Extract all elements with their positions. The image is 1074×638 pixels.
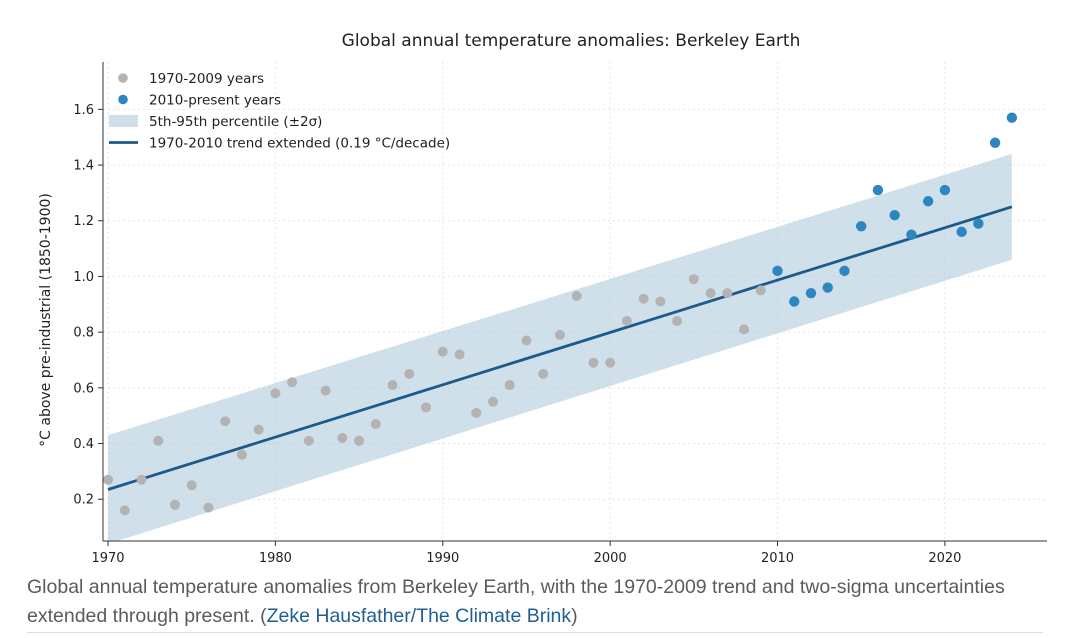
point-1970-2009 — [538, 368, 549, 379]
y-tick-label: 0.8 — [73, 326, 94, 341]
x-tick-label: 2010 — [761, 551, 794, 566]
chart-title: Global annual temperature anomalies: Ber… — [342, 31, 801, 51]
point-1970-2009 — [437, 346, 448, 357]
legend: 1970-2009 years 2010-present years 5th-95t… — [109, 71, 450, 152]
y-tick-label: 0.6 — [73, 381, 94, 396]
point-1970-2009 — [103, 474, 114, 485]
point-2010-present — [839, 265, 850, 277]
point-1970-2009 — [722, 288, 733, 299]
point-1970-2009 — [571, 290, 582, 301]
point-1970-2009 — [153, 435, 164, 446]
point-1970-2009 — [186, 480, 197, 491]
point-1970-2009 — [136, 474, 147, 485]
point-1970-2009 — [755, 285, 766, 296]
point-1970-2009 — [354, 435, 365, 446]
point-2010-present — [973, 218, 984, 229]
point-1970-2009 — [287, 377, 298, 388]
caption-end: ) — [571, 605, 578, 627]
point-1970-2009 — [554, 329, 565, 340]
y-axis-label: °C above pre-industrial (1850-1900) — [38, 193, 54, 447]
point-1970-2009 — [621, 315, 632, 326]
point-1970-2009 — [387, 380, 398, 391]
trend-line — [107, 205, 1013, 491]
y-tick-label: 1.2 — [73, 214, 94, 229]
point-2010-present — [889, 209, 900, 221]
point-2010-present — [789, 296, 800, 307]
x-tick-label: 1970 — [91, 551, 124, 566]
point-1970-2009 — [638, 293, 649, 304]
point-1970-2009 — [655, 296, 666, 307]
point-2010-present — [956, 226, 967, 238]
legend-marker — [118, 94, 128, 105]
point-1970-2009 — [203, 502, 214, 513]
caption-text: Global annual temperature anomalies from… — [27, 576, 1005, 627]
x-tick-label: 1990 — [426, 551, 459, 566]
point-1970-2009 — [454, 349, 465, 360]
point-2010-present — [939, 184, 951, 196]
y-tick-label: 0.2 — [73, 493, 94, 508]
point-1970-2009 — [303, 435, 314, 446]
caption-divider — [27, 632, 1043, 633]
x-tick-label: 2000 — [594, 551, 627, 566]
point-1970-2009 — [739, 324, 750, 335]
legend-marker — [118, 73, 128, 83]
y-tick-label: 1.0 — [73, 270, 94, 285]
point-1970-2009 — [119, 505, 130, 516]
point-2010-present — [856, 221, 867, 232]
point-1970-2009 — [404, 368, 415, 379]
legend-label: 1970-2009 years — [149, 71, 264, 87]
point-2010-present — [772, 265, 783, 277]
y-tick-label: 0.4 — [73, 437, 94, 452]
point-1970-2009 — [504, 380, 515, 391]
y-tick-label: 1.4 — [73, 159, 94, 174]
point-1970-2009 — [236, 449, 247, 460]
axes-layer: 1970 1980 1990 2000 2010 2020 0.2 0.4 0.6 0.8 1.0 1… — [73, 62, 1047, 566]
point-2010-present — [805, 287, 817, 299]
caption-credit-link[interactable]: Zeke Hausfather/The Climate Brink — [266, 605, 572, 627]
data-points-layer — [103, 112, 1018, 516]
point-1970-2009 — [521, 335, 532, 346]
point-1970-2009 — [588, 357, 599, 368]
point-1970-2009 — [337, 432, 348, 443]
point-1970-2009 — [169, 499, 180, 510]
x-tick-label: 1980 — [259, 551, 292, 566]
point-1970-2009 — [320, 385, 331, 396]
x-tick-label: 2020 — [928, 551, 961, 566]
point-1970-2009 — [688, 274, 699, 285]
point-1970-2009 — [605, 357, 616, 368]
point-1970-2009 — [370, 419, 381, 430]
point-1970-2009 — [253, 424, 264, 435]
point-1970-2009 — [421, 402, 432, 413]
point-2010-present — [989, 137, 1001, 148]
y-tick-label: 1.6 — [73, 103, 94, 118]
figure-caption: Global annual temperature anomalies from… — [27, 573, 1037, 631]
legend-band-swatch — [109, 115, 138, 127]
point-2010-present — [1006, 112, 1018, 123]
point-2010-present — [822, 282, 833, 293]
legend-label: 2010-present years — [149, 93, 281, 109]
trend-line-layer — [107, 205, 1013, 491]
point-1970-2009 — [705, 288, 716, 299]
point-1970-2009 — [487, 396, 498, 407]
temperature-chart: Global annual temperature anomalies: Ber… — [38, 31, 1047, 566]
point-2010-present — [872, 184, 884, 196]
point-1970-2009 — [672, 315, 683, 326]
point-2010-present — [922, 196, 934, 207]
point-1970-2009 — [220, 416, 231, 427]
legend-label: 5th-95th percentile (±2σ) — [149, 114, 322, 130]
point-1970-2009 — [471, 407, 482, 418]
point-1970-2009 — [270, 388, 281, 399]
point-2010-present — [906, 229, 917, 240]
legend-label: 1970-2010 trend extended (0.19 °C/decade… — [149, 136, 450, 152]
